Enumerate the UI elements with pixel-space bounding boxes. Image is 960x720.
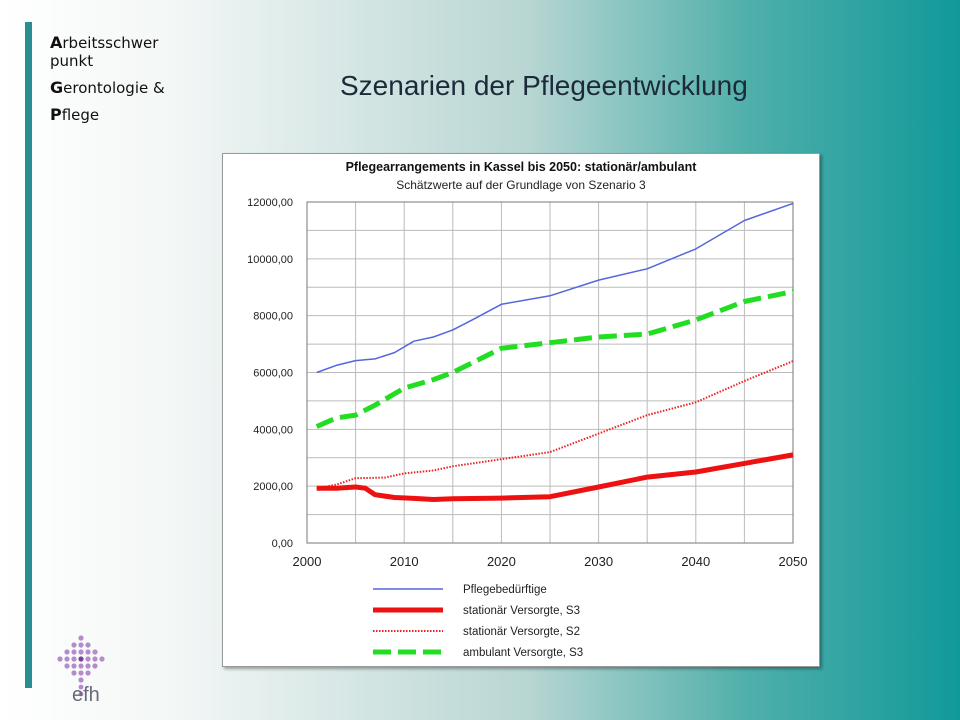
- legend-label: stationär Versorgte, S3: [463, 605, 580, 617]
- brand-line2: punkt: [50, 52, 94, 70]
- y-tick-label: 10000,00: [247, 254, 293, 266]
- y-tick-label: 12000,00: [247, 197, 293, 209]
- brand-line4-cap: P: [50, 105, 62, 124]
- legend-label: stationär Versorgte, S2: [463, 626, 580, 638]
- x-tick-label: 2010: [390, 554, 419, 569]
- left-accent-bar: [25, 22, 32, 688]
- series-line: [316, 202, 794, 374]
- brand-line4-rest: flege: [61, 106, 100, 124]
- brand-line3-rest: erontologie &: [63, 79, 165, 97]
- brand-line1-rest: rbeitsschwer: [62, 34, 159, 52]
- series-line: [316, 360, 794, 490]
- x-tick-label: 2040: [681, 554, 710, 569]
- series-line: [315, 289, 794, 429]
- x-tick-label: 2020: [487, 554, 516, 569]
- chart-title: Pflegearrangements in Kassel bis 2050: s…: [346, 160, 698, 174]
- legend-label: Pflegebedürftige: [463, 584, 547, 596]
- line-chart: Pflegearrangements in Kassel bis 2050: s…: [247, 160, 807, 659]
- series-line: [316, 452, 794, 502]
- chart-grid: [306, 201, 794, 544]
- y-tick-label: 6000,00: [253, 368, 293, 380]
- x-tick-label: 2030: [584, 554, 613, 569]
- slide-title: Szenarien der Pflegeentwicklung: [340, 70, 748, 101]
- brand-line1-cap: A: [50, 33, 63, 52]
- y-tick-label: 2000,00: [253, 481, 293, 493]
- y-tick-label: 8000,00: [253, 311, 293, 323]
- legend-label: ambulant Versorgte, S3: [463, 647, 583, 659]
- y-tick-label: 0,00: [272, 538, 293, 550]
- logo-text: efh: [72, 684, 100, 706]
- chart-panel: Pflegearrangements in Kassel bis 2050: s…: [222, 153, 820, 667]
- y-tick-label: 4000,00: [253, 424, 293, 436]
- brand-text: Arbeitsschwer punkt Gerontologie & Pfleg…: [50, 33, 165, 125]
- efh-logo-dots-icon: [57, 635, 105, 697]
- chart-subtitle: Schätzwerte auf der Grundlage von Szenar…: [396, 178, 646, 192]
- axis-tick-labels: 0,00 2000,00 4000,00 6000,00 8000,00 10000,00…: [247, 197, 807, 569]
- x-tick-label: 2050: [779, 554, 808, 569]
- x-tick-label: 2000: [293, 554, 322, 569]
- series-lines: [315, 202, 794, 502]
- chart-legend: Pflegebedürftige stationär Versorgte, S3 s…: [373, 584, 583, 659]
- brand-line3-cap: G: [50, 78, 64, 97]
